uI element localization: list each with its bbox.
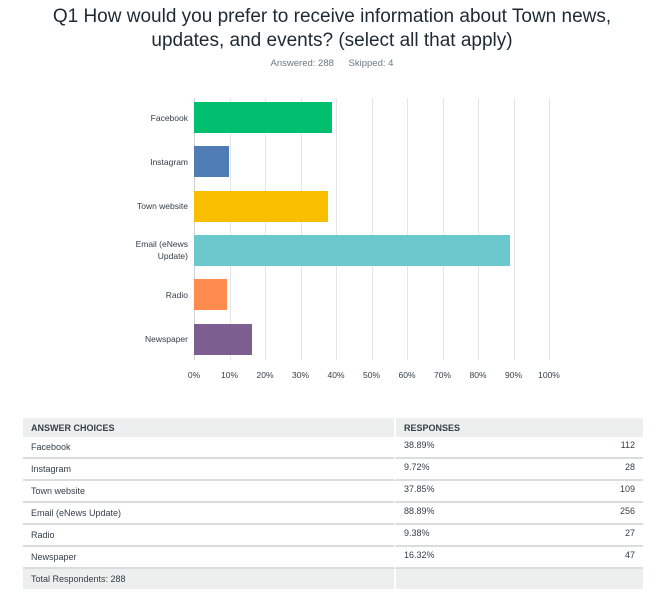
gridline <box>300 98 302 360</box>
response-count: 112 <box>583 437 643 459</box>
answer-choice: Instagram <box>23 459 394 481</box>
question-title: Q1 How would you prefer to receive infor… <box>0 5 664 53</box>
table-row: Facebook 38.89% 112 <box>23 437 643 459</box>
header-answer-choices: ANSWER CHOICES <box>23 418 394 437</box>
total-respondents: Total Respondents: 288 <box>23 569 394 589</box>
x-tick-label: 10% <box>220 370 238 380</box>
gridline <box>442 98 444 360</box>
table-row: Email (eNews Update) 88.89% 256 <box>23 503 643 525</box>
y-axis-label: Radio <box>165 289 188 300</box>
bar-newspaper[interactable] <box>194 323 252 355</box>
response-count: 256 <box>583 503 643 525</box>
response-count: 27 <box>583 525 643 547</box>
y-axis-label: Email (eNews Update) <box>135 238 188 261</box>
table-row: Town website 37.85% 109 <box>23 481 643 503</box>
answer-choice: Email (eNews Update) <box>23 503 394 525</box>
total-row: Total Respondents: 288 <box>23 569 643 589</box>
bar-email-enews-update[interactable] <box>194 234 510 266</box>
x-tick-label: 80% <box>469 370 487 380</box>
response-percent: 88.89% <box>394 503 583 525</box>
y-axis-label: Facebook <box>150 112 188 123</box>
response-stats: Answered: 288 Skipped: 4 <box>0 58 664 69</box>
gridline <box>371 98 373 360</box>
gridline <box>336 98 337 360</box>
x-tick-label: 20% <box>256 370 274 380</box>
y-axis-label: Town website <box>136 201 188 212</box>
response-percent: 37.85% <box>394 481 583 503</box>
bar-instagram[interactable] <box>194 146 229 178</box>
table-row: Newspaper 16.32% 47 <box>23 547 643 569</box>
bar-town-website[interactable] <box>194 190 329 222</box>
response-percent: 16.32% <box>394 547 583 569</box>
skipped-count: Skipped: 4 <box>348 58 394 69</box>
response-count: 109 <box>583 481 643 503</box>
x-tick-label: 0% <box>187 370 201 380</box>
title-line-2: updates, and events? (select all that ap… <box>151 30 513 51</box>
answered-count: Answered: 288 <box>270 58 334 69</box>
y-axis-label: Instagram <box>150 156 188 167</box>
x-tick-label: 50% <box>362 370 380 380</box>
header-count <box>583 418 643 437</box>
response-percent: 38.89% <box>394 437 583 459</box>
gridline <box>513 98 515 360</box>
gridline <box>407 98 408 360</box>
header-responses: RESPONSES <box>394 418 583 437</box>
total-empty-cell <box>394 569 643 589</box>
bar-radio[interactable] <box>194 279 228 311</box>
x-tick-label: 40% <box>327 370 345 380</box>
x-tick-label: 90% <box>504 370 522 380</box>
responses-table: ANSWER CHOICES RESPONSES Facebook 38.89% 1… <box>23 418 643 589</box>
table-row: Radio 9.38% 27 <box>23 525 643 547</box>
answer-choice: Facebook <box>23 437 394 459</box>
title-line-1: Q1 How would you prefer to receive infor… <box>52 6 612 27</box>
x-tick-label: 30% <box>291 370 309 380</box>
gridline <box>478 98 479 360</box>
bar-chart-plot <box>194 98 550 360</box>
table-header-row: ANSWER CHOICES RESPONSES <box>23 418 643 437</box>
response-percent: 9.38% <box>394 525 583 547</box>
x-tick-label: 70% <box>433 370 451 380</box>
x-tick-label: 60% <box>398 370 416 380</box>
y-axis-line <box>194 98 195 360</box>
response-count: 28 <box>583 459 643 481</box>
gridline <box>265 98 266 360</box>
x-tick-label: 100% <box>538 370 560 380</box>
answer-choice: Town website <box>23 481 394 503</box>
answer-choice: Radio <box>23 525 394 547</box>
response-count: 47 <box>583 547 643 569</box>
gridline <box>229 98 231 360</box>
response-percent: 9.72% <box>394 459 583 481</box>
y-axis-label: Newspaper <box>145 334 188 344</box>
answer-choice: Newspaper <box>23 547 394 569</box>
bar-facebook[interactable] <box>194 102 333 133</box>
table-row: Instagram 9.72% 28 <box>23 459 643 481</box>
gridline <box>549 98 550 360</box>
